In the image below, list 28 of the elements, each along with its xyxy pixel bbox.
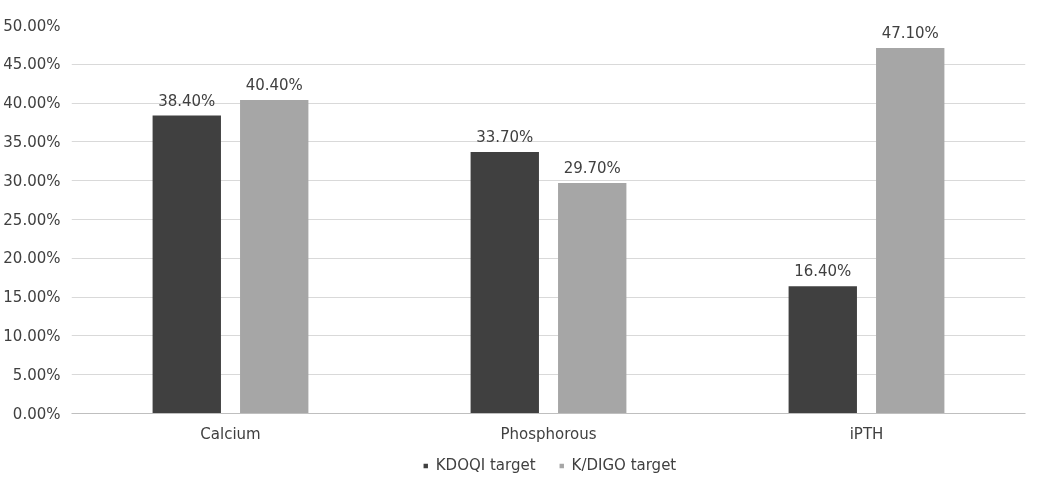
x-tick-label: Calcium — [200, 424, 261, 443]
x-tick-label: iPTH — [849, 424, 884, 443]
bar — [240, 100, 309, 414]
y-tick-label: 0.00% — [12, 404, 61, 423]
legend-label: KDOQI target — [435, 456, 536, 474]
y-tick-label: 10.00% — [3, 326, 61, 345]
data-label: 38.40% — [158, 91, 216, 110]
y-tick-label: 30.00% — [3, 171, 61, 190]
y-tick-label: 20.00% — [3, 249, 61, 268]
bar — [876, 48, 945, 414]
data-label: 40.40% — [245, 76, 303, 94]
data-label: 47.10% — [881, 24, 939, 42]
y-tick-label: 45.00% — [3, 55, 61, 74]
data-label: 16.40% — [794, 262, 852, 281]
y-tick-label: 35.00% — [3, 132, 61, 151]
bar — [558, 183, 627, 414]
y-tick-label: 15.00% — [3, 288, 61, 307]
y-tick-label: 5.00% — [12, 365, 61, 384]
y-tick-label: 50.00% — [3, 16, 61, 35]
y-tick-label: 40.00% — [3, 94, 61, 113]
data-label: 29.70% — [563, 159, 621, 178]
bar — [470, 151, 539, 414]
data-label: 33.70% — [476, 127, 534, 146]
y-tick-label: 25.00% — [3, 210, 61, 229]
legend-label: K/DIGO target — [571, 456, 677, 474]
bar — [788, 286, 857, 414]
bar — [152, 115, 221, 414]
x-tick-label: Phosphorous — [500, 424, 597, 443]
